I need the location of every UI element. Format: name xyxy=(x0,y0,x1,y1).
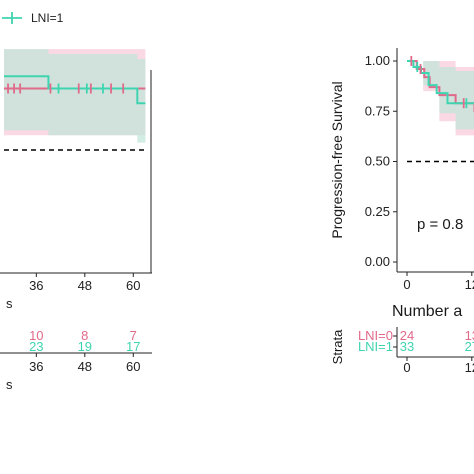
right-risk-x-tick-label: 12 xyxy=(465,360,474,375)
left-ci-band-lni1 xyxy=(4,49,146,143)
right-y-tick-label: 1.00 xyxy=(365,53,390,68)
right-y-tick-label: 0.50 xyxy=(365,154,390,169)
left-risk-value-lni1: 23 xyxy=(29,339,43,354)
right-p-value: p = 0.8 xyxy=(417,216,463,233)
right-risk-x-tick-label: 0 xyxy=(403,360,410,375)
left-survival-plot: 36 48 60 s xyxy=(0,49,152,311)
right-y-tick-label: 0.25 xyxy=(365,204,390,219)
left-risk-x-tick-label: 48 xyxy=(78,359,92,374)
right-risk-value-lni1: 27 xyxy=(465,339,474,354)
left-x-tick-label: 36 xyxy=(29,278,43,293)
left-risk-value-lni1: 17 xyxy=(126,339,140,354)
left-risk-value-lni0: 8 xyxy=(81,328,88,343)
left-survival-line-lni1 xyxy=(4,75,146,105)
left-risk-x-tick-label: 36 xyxy=(29,359,43,374)
left-x-tick-label: 60 xyxy=(126,278,140,293)
right-y-tick-label: 0.75 xyxy=(365,103,390,118)
left-x-tick-label: 48 xyxy=(78,278,92,293)
left-risk-value-lni1: 19 xyxy=(78,339,92,354)
right-risk-title: Number a xyxy=(392,303,462,320)
right-risk-strata-label-lni0: LNI=0 xyxy=(358,328,393,343)
right-y-tick-label: 0.00 xyxy=(365,254,390,269)
left-risk-x-tick-label: 60 xyxy=(126,359,140,374)
right-survival-plot: Progression-free Survival 0.00 0.25 0.50 0.… xyxy=(329,48,474,292)
right-risk-y-axis-title: Strata xyxy=(330,329,345,364)
right-risk-value-lni0: 13 xyxy=(465,328,474,343)
legend: LNI=1 xyxy=(2,11,64,25)
right-risk-strata-label-lni1: LNI=1 xyxy=(358,339,393,354)
left-risk-value-lni0: 10 xyxy=(29,328,43,343)
right-x-tick-label: 12 xyxy=(465,277,474,292)
right-risk-value-lni1: 33 xyxy=(400,339,414,354)
right-risk-value-lni0: 24 xyxy=(400,328,414,343)
right-survival-line-lni1 xyxy=(407,60,474,105)
right-y-axis-title: Progression-free Survival xyxy=(329,81,345,238)
left-risk-x-axis-title-fragment: s xyxy=(6,377,13,392)
legend-label-lni1: LNI=1 xyxy=(31,11,64,25)
right-x-tick-label: 0 xyxy=(403,277,410,292)
left-risk-table: 10 8 7 23 19 17 36 48 60 s xyxy=(0,328,152,392)
left-risk-value-lni0: 7 xyxy=(130,328,137,343)
left-x-axis-title-fragment: s xyxy=(6,296,13,311)
